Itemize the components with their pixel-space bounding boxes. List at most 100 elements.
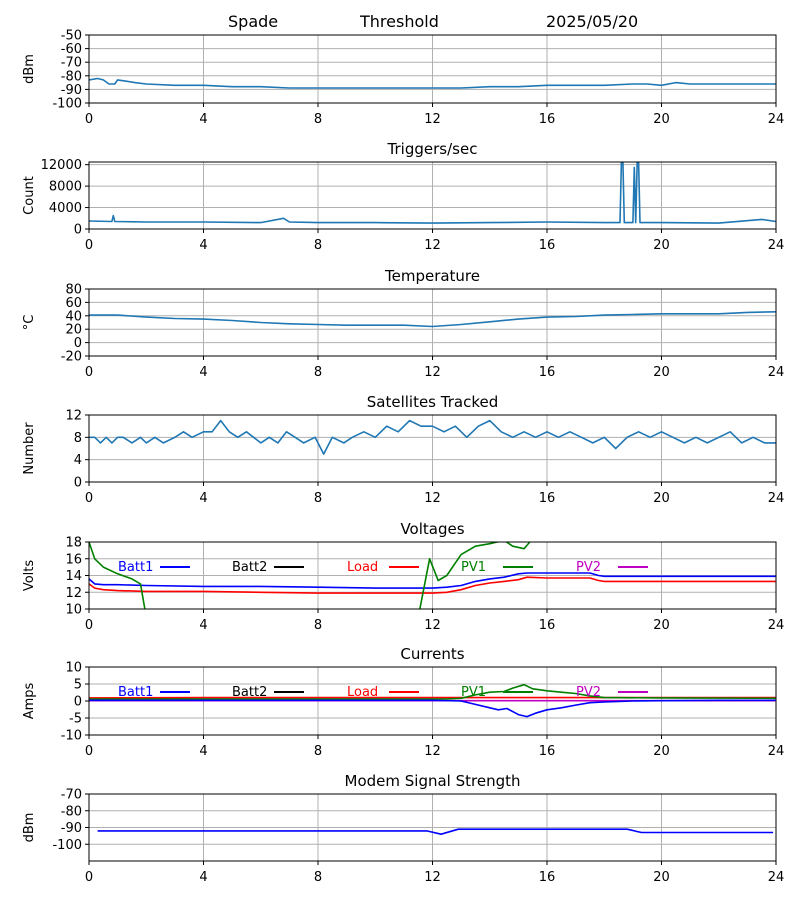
y-tick-label: 10 xyxy=(65,661,82,676)
header-site: Spade xyxy=(228,12,278,31)
x-tick-label: 12 xyxy=(424,112,441,127)
y-tick-label: -70 xyxy=(61,788,82,803)
x-tick-label: 12 xyxy=(424,491,441,506)
y-tick-label: 14 xyxy=(65,569,82,584)
y-tick-label: 0 xyxy=(74,223,82,238)
legend-label: PV1 xyxy=(461,685,486,700)
series-line-batt1 xyxy=(89,699,776,718)
x-tick-label: 24 xyxy=(768,618,785,633)
y-tick-label: 80 xyxy=(65,283,82,298)
x-tick-label: 4 xyxy=(199,238,207,253)
x-tick-label: 4 xyxy=(199,870,207,885)
panel-threshold: 0 4 8 12 16 20 24 -50-60-70-80-90-100 dBm xyxy=(22,29,784,128)
y-tick-label: -5 xyxy=(69,712,82,727)
y-tick-label: 0 xyxy=(74,476,82,491)
x-tick-label: 0 xyxy=(85,744,93,759)
x-tick-label: 0 xyxy=(85,238,93,253)
x-tick-label: 8 xyxy=(314,238,322,253)
x-tick-label: 0 xyxy=(85,365,93,380)
legend-label: PV2 xyxy=(576,560,601,575)
x-tick-label: 0 xyxy=(85,870,93,885)
x-tick-label: 16 xyxy=(539,744,556,759)
panel-triggers: 0 4 8 12 16 20 24 12000 8000 4000 0 Triggers/sec Cou… xyxy=(22,140,784,253)
x-tick-label: 12 xyxy=(424,744,441,759)
y-tick-label: 40 xyxy=(65,309,82,324)
y-tick-label: -80 xyxy=(61,69,82,84)
y-tick-label: 12000 xyxy=(41,158,82,173)
y-tick-label: -100 xyxy=(52,97,82,112)
series-line xyxy=(89,77,776,89)
y-tick-label: 18 xyxy=(65,536,82,551)
y-tick-label: 8 xyxy=(74,431,82,446)
x-tick-label: 24 xyxy=(768,112,785,127)
x-tick-label: 8 xyxy=(314,744,322,759)
panel-title: Triggers/sec xyxy=(387,140,478,158)
series-line-load xyxy=(89,576,776,594)
y-axis-label: °C xyxy=(22,315,37,331)
legend-label: Load xyxy=(347,685,378,700)
figure-header: Spade Threshold 2025/05/20 xyxy=(228,12,638,31)
y-tick-label: 5 xyxy=(74,678,82,693)
x-tick-label: 4 xyxy=(199,365,207,380)
legend-label: Batt1 xyxy=(118,685,153,700)
legend-label: PV1 xyxy=(461,560,486,575)
header-mode: Threshold xyxy=(359,12,439,31)
y-tick-label: -100 xyxy=(52,838,82,853)
y-tick-label: 12 xyxy=(65,586,82,601)
y-tick-label: 4000 xyxy=(49,201,82,216)
x-tick-label: 20 xyxy=(653,238,670,253)
panel-modem: 0 4 8 12 16 20 24 -70-80 -90 -100 Modem Signal Str… xyxy=(22,772,784,885)
legend-label: Batt2 xyxy=(232,560,267,575)
y-tick-label: -70 xyxy=(61,56,82,71)
y-tick-label: 10 xyxy=(65,603,82,618)
x-tick-label: 8 xyxy=(314,491,322,506)
x-tick-label: 8 xyxy=(314,618,322,633)
y-axis-label: Volts xyxy=(22,560,37,592)
x-tick-label: 24 xyxy=(768,365,785,380)
series-line-pv1 xyxy=(89,683,776,700)
y-tick-label: 20 xyxy=(65,323,82,338)
y-axis-label: dBm xyxy=(22,813,37,843)
series-line xyxy=(97,828,774,836)
y-axis-label: Number xyxy=(22,422,37,475)
x-tick-label: 0 xyxy=(85,618,93,633)
x-tick-label: 4 xyxy=(199,112,207,127)
legend-label: Batt2 xyxy=(232,685,267,700)
y-tick-label: -20 xyxy=(61,350,82,365)
x-tick-label: 16 xyxy=(539,491,556,506)
x-tick-label: 16 xyxy=(539,365,556,380)
x-tick-label: 4 xyxy=(199,491,207,506)
x-tick-label: 24 xyxy=(768,238,785,253)
y-tick-label: -10 xyxy=(61,729,82,744)
x-tick-label: 20 xyxy=(653,491,670,506)
x-tick-label: 8 xyxy=(314,365,322,380)
y-tick-label: -50 xyxy=(61,29,82,44)
x-tick-label: 8 xyxy=(314,870,322,885)
y-tick-label: -80 xyxy=(61,804,82,819)
x-tick-label: 16 xyxy=(539,112,556,127)
x-tick-label: 24 xyxy=(768,744,785,759)
panel-title: Temperature xyxy=(384,267,480,285)
panel-title: Modem Signal Strength xyxy=(345,772,521,790)
y-tick-label: 12 xyxy=(65,409,82,424)
x-tick-label: 12 xyxy=(424,238,441,253)
panel-title: Currents xyxy=(400,645,464,663)
series-line-pv1 xyxy=(89,542,532,609)
y-axis-label: Amps xyxy=(22,682,37,719)
y-axis-label: dBm xyxy=(22,54,37,84)
series-line xyxy=(89,162,776,224)
x-tick-label: 20 xyxy=(653,744,670,759)
panel-title: Voltages xyxy=(400,520,464,538)
legend-label: Load xyxy=(347,560,378,575)
x-tick-label: 24 xyxy=(768,491,785,506)
x-tick-label: 16 xyxy=(539,618,556,633)
x-tick-label: 0 xyxy=(85,112,93,127)
y-tick-label: 0 xyxy=(74,695,82,710)
y-tick-label: 16 xyxy=(65,552,82,567)
panel-title: Satellites Tracked xyxy=(367,393,498,411)
series-line-batt1 xyxy=(89,572,776,589)
y-tick-label: 8000 xyxy=(49,180,82,195)
